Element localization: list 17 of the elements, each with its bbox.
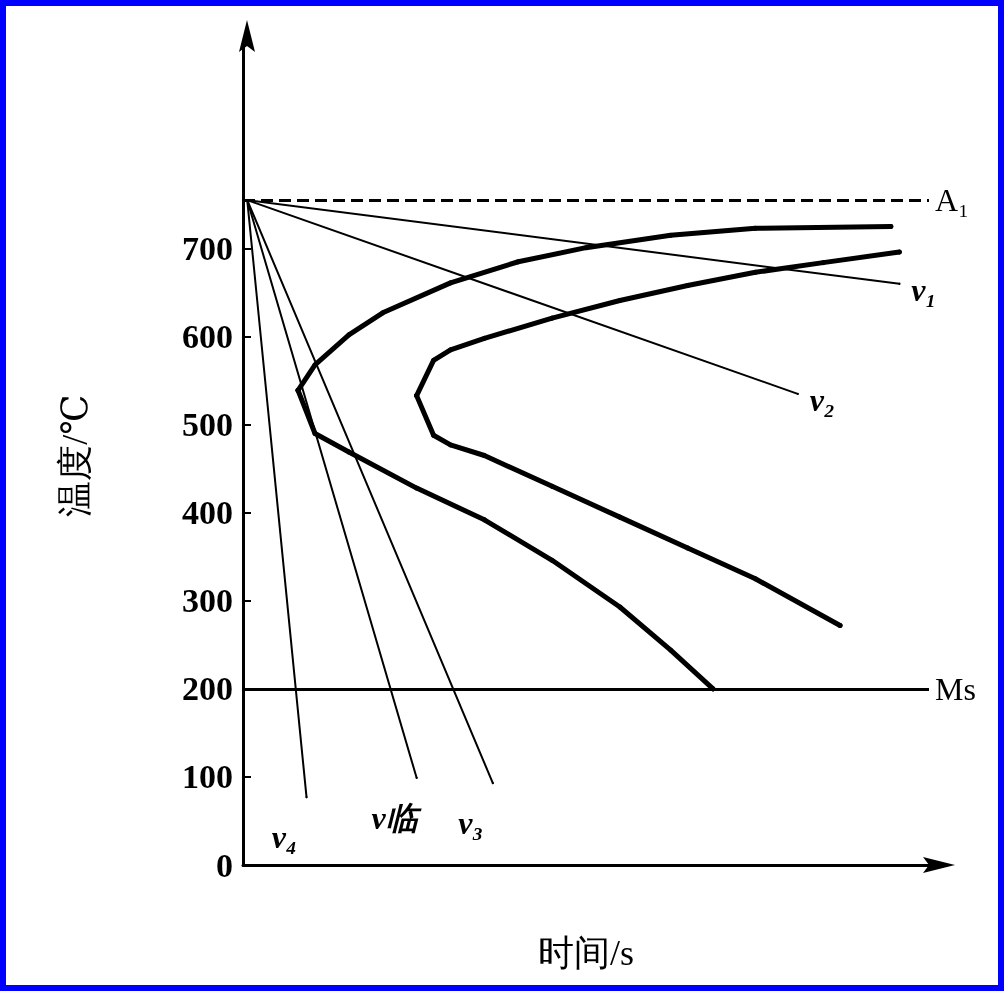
y-tick-label: 400 <box>182 494 233 532</box>
series-label: v₁ <box>911 271 937 308</box>
y-tick-label: 600 <box>182 318 233 356</box>
ref-line-label: A₁ <box>935 182 970 219</box>
series-label: v临 <box>371 799 422 836</box>
y-tick-label: 300 <box>182 582 233 620</box>
series-label: v₃ <box>458 805 484 842</box>
y-tick-label: 700 <box>182 230 233 268</box>
series-label: v₄ <box>271 819 298 856</box>
y-tick-label: 100 <box>182 758 233 796</box>
y-tick-label: 200 <box>182 670 233 708</box>
x-axis-title: 时间/s <box>537 933 635 973</box>
series-label: v₂ <box>809 381 836 418</box>
y-tick-label: 0 <box>216 846 233 884</box>
y-tick-label: 500 <box>182 406 233 444</box>
y-axis-title: 温度/℃ <box>55 394 95 517</box>
ref-line-label: Ms <box>935 670 976 707</box>
